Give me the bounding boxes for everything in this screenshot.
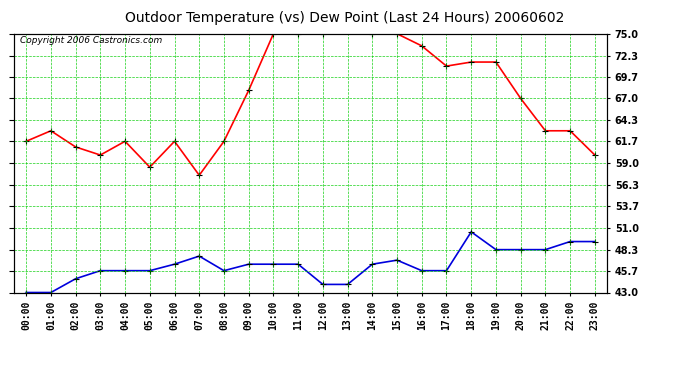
Text: Outdoor Temperature (vs) Dew Point (Last 24 Hours) 20060602: Outdoor Temperature (vs) Dew Point (Last… <box>126 11 564 25</box>
Text: Copyright 2006 Castronics.com: Copyright 2006 Castronics.com <box>20 36 162 45</box>
